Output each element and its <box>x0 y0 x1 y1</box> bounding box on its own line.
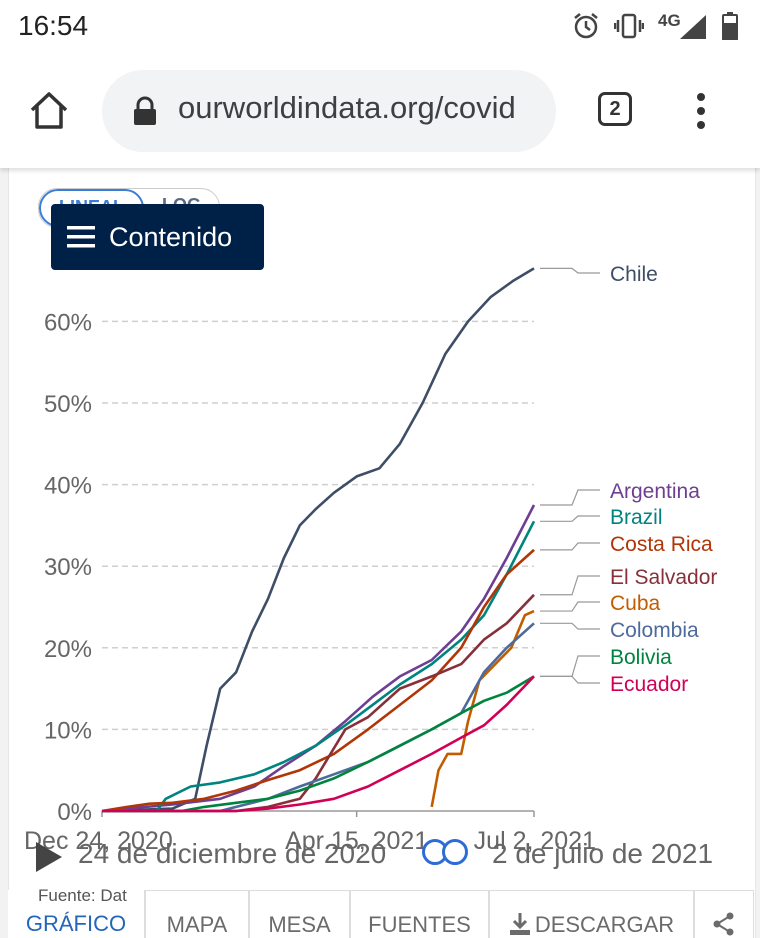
series-line <box>102 675 535 813</box>
series-label: Cuba <box>610 592 661 615</box>
y-tick-label: 10% <box>44 717 92 744</box>
hamburger-icon <box>67 226 95 248</box>
series-label: Bolivia <box>610 646 672 669</box>
y-tick-label: 0% <box>57 799 92 826</box>
tab-sources[interactable]: FUENTES <box>350 890 489 938</box>
timeline-start-date: 24 de diciembre de 2020 <box>78 838 387 869</box>
battery-icon <box>722 12 738 40</box>
leader-line <box>540 489 600 506</box>
timeline-end-date: 2 de julio de 2021 <box>492 838 714 869</box>
play-icon[interactable] <box>36 842 62 872</box>
tab-chart-label: GRÁFICO <box>25 911 127 936</box>
series-label: Argentina <box>610 480 700 503</box>
leader-line <box>540 655 600 677</box>
address-bar[interactable]: ourworldindata.org/covid <box>102 70 556 152</box>
tab-download-label: DESCARGAR <box>534 912 675 937</box>
series-line <box>102 675 535 813</box>
download-icon <box>509 913 530 935</box>
leader-line <box>540 601 600 612</box>
series-line <box>101 548 535 813</box>
x-tick-label: Apr 15, 2021 <box>285 827 428 855</box>
series-label: El Salvador <box>610 566 717 589</box>
tab-sources-label: FUENTES <box>368 912 471 937</box>
leader-line <box>540 675 600 684</box>
tab-download[interactable]: DESCARGAR <box>489 890 694 938</box>
browser-toolbar: ourworldindata.org/covid 2 <box>0 56 760 168</box>
leader-line <box>540 267 600 274</box>
series-label: Colombia <box>610 619 699 642</box>
series-line <box>102 593 535 813</box>
x-tick-label: Jul 2, 2021 <box>474 827 596 855</box>
status-icons: 4G <box>572 11 738 40</box>
series-line <box>102 520 536 813</box>
vibrate-icon <box>614 13 644 39</box>
bottom-tab-bar: GRÁFICO MAPA MESA FUENTES DESCARGAR <box>8 890 754 938</box>
series-label: Chile <box>610 263 658 286</box>
overflow-menu-icon[interactable] <box>690 92 712 132</box>
tab-chart[interactable]: GRÁFICO <box>8 890 145 938</box>
series-label: Ecuador <box>610 673 688 696</box>
leader-line <box>540 515 600 522</box>
url-text: ourworldindata.org/covid <box>178 90 516 125</box>
series-line <box>101 504 536 813</box>
source-text: Fuente: Dat <box>38 886 127 905</box>
tab-table[interactable]: MESA <box>249 890 350 938</box>
status-time: 16:54 <box>18 10 89 41</box>
tab-map-label: MAPA <box>166 912 228 937</box>
network-type: 4G <box>658 11 681 30</box>
timeline-slider[interactable]: 24 de diciembre de 2020 2 de julio de 20… <box>0 836 760 880</box>
home-icon[interactable] <box>28 90 70 130</box>
tab-switcher-button[interactable]: 2 <box>598 92 632 126</box>
y-tick-label: 40% <box>44 473 92 500</box>
tab-map[interactable]: MAPA <box>145 890 249 938</box>
y-tick-label: 20% <box>44 636 92 663</box>
series-line <box>101 267 535 813</box>
contents-button[interactable]: Contenido <box>51 204 264 270</box>
share-icon <box>713 912 734 936</box>
contents-label: Contenido <box>109 221 233 252</box>
leader-line <box>540 622 600 630</box>
series-label: Costa Rica <box>610 533 713 556</box>
tab-table-label: MESA <box>268 912 331 937</box>
series-label: Brazil <box>610 506 663 529</box>
alarm-icon <box>574 13 598 39</box>
y-tick-label: 30% <box>44 554 92 581</box>
timeline-end-handle[interactable] <box>442 839 468 865</box>
status-bar: 16:54 4G <box>0 0 760 56</box>
y-tick-label: 60% <box>44 309 92 336</box>
lock-icon <box>134 96 156 125</box>
series-line <box>430 609 535 808</box>
leader-line <box>540 542 600 551</box>
leader-line <box>540 575 600 596</box>
y-tick-label: 50% <box>44 391 92 418</box>
signal-icon: 4G <box>658 11 708 39</box>
share-button[interactable] <box>694 890 754 938</box>
